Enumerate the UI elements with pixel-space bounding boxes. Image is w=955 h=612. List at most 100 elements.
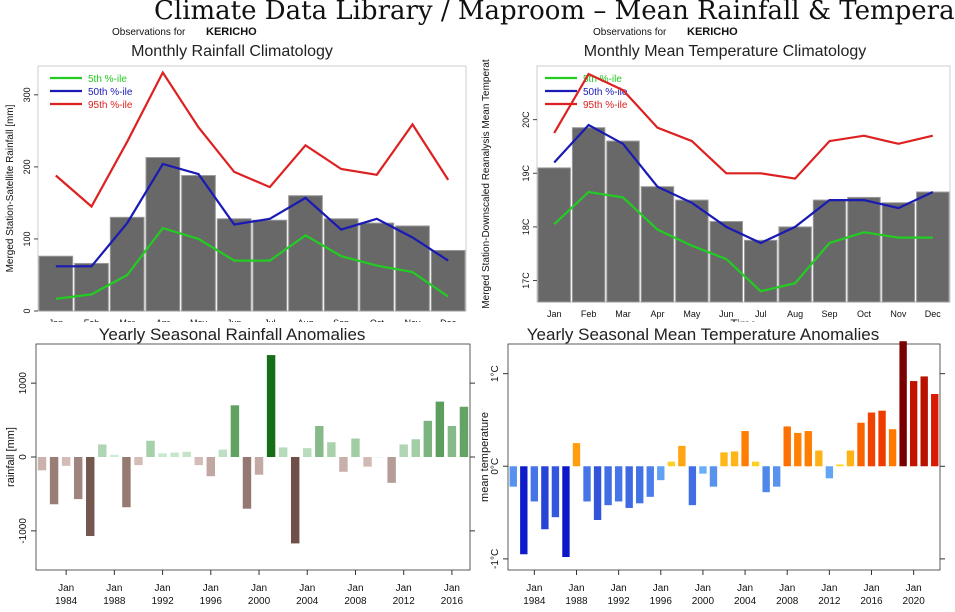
anomaly-bar	[411, 439, 420, 457]
x-tick-label: Jun	[227, 318, 242, 322]
climatology-bar	[709, 221, 743, 303]
anomaly-bar	[593, 466, 602, 520]
x-tick-label: Jan	[251, 583, 267, 594]
anomaly-bar	[741, 431, 749, 467]
anomaly-bar	[520, 466, 528, 555]
x-tick-label: Jan	[611, 583, 627, 594]
anomaly-bar	[73, 457, 83, 500]
anomaly-bar	[37, 457, 47, 471]
climatology-bar	[916, 191, 950, 303]
x-tick-label: Jul	[264, 318, 276, 322]
x-tick-label: Jan	[203, 583, 219, 594]
legend-label: 50th %-ile	[88, 87, 133, 98]
x-tick-label: Jan	[49, 318, 64, 322]
y-tick-label: 18C	[521, 218, 531, 235]
anomaly-bar	[182, 451, 191, 457]
climatology-bar	[288, 195, 323, 312]
anomaly-bar	[583, 466, 591, 502]
anomaly-bar	[878, 410, 886, 467]
anomaly-bar	[86, 457, 95, 537]
x-tick-label: Apr	[156, 318, 170, 322]
series-line-95th	[553, 72, 934, 180]
anomaly-bar	[572, 443, 581, 467]
temperature-anomalies-panel: Yearly Seasonal Mean Temperature Anomali…	[478, 322, 955, 612]
x-tick-label: Aug	[297, 318, 313, 322]
x-tick-label: Jan	[444, 583, 460, 594]
x-tick-label: 2012	[818, 596, 841, 607]
x-tick-label: Jan	[396, 583, 412, 594]
x-tick-label: Dec	[925, 309, 942, 319]
anomaly-bar	[836, 464, 844, 467]
x-tick-label: 2012	[393, 596, 416, 607]
anomaly-bar	[158, 453, 167, 457]
climatology-bar	[252, 219, 288, 312]
x-tick-label: Jan	[547, 309, 562, 319]
anomaly-bar	[888, 429, 897, 467]
x-tick-label: 1988	[103, 596, 126, 607]
x-tick-label: 1992	[151, 596, 174, 607]
climatology-bar	[181, 175, 216, 312]
legend-label: 95th %-ile	[583, 100, 628, 111]
x-tick-label: Dec	[440, 318, 457, 322]
x-tick-label: Aug	[787, 309, 803, 319]
anomaly-bar	[170, 452, 179, 457]
x-tick-label: Jan	[779, 583, 795, 594]
y-tick-label: 0°C	[490, 458, 501, 475]
legend-label: 5th %-ile	[88, 74, 127, 85]
x-tick-label: 1984	[523, 596, 546, 607]
x-tick-label: Mar	[615, 309, 631, 319]
climatology-bar	[430, 249, 466, 312]
y-axis-label: rainfall [mm]	[5, 427, 17, 487]
chart-title: Monthly Mean Temperature Climatology	[584, 43, 867, 60]
anomaly-bar	[315, 425, 324, 457]
x-axis-label: Time	[730, 317, 757, 322]
rainfall-anomalies-panel: Yearly Seasonal Rainfall Anomalies -1000 0…	[0, 322, 478, 612]
plot-area	[37, 65, 467, 312]
x-tick-label: Feb	[84, 318, 100, 322]
y-axis-label: mean temperature	[479, 412, 491, 502]
chart-title: Yearly Seasonal Mean Temperature Anomali…	[527, 325, 880, 344]
anomaly-bar	[61, 457, 71, 466]
x-tick-label: Sep	[333, 318, 349, 322]
anomaly-bar	[303, 448, 312, 457]
anomaly-bar	[266, 355, 276, 457]
x-tick-label: Jan	[106, 583, 122, 594]
anomaly-bar	[146, 440, 155, 457]
x-tick-label: 2016	[860, 596, 883, 607]
station-name: KERICHO	[687, 26, 738, 38]
anomaly-bar	[530, 466, 539, 502]
climatology-bar	[216, 218, 252, 312]
x-tick-label: Sep	[822, 309, 838, 319]
x-tick-label: Jan	[906, 583, 922, 594]
x-tick-label: May	[190, 318, 208, 322]
anomaly-bar	[614, 466, 623, 502]
plot-area	[536, 65, 951, 303]
x-tick-label: Apr	[650, 309, 664, 319]
legend-label: 95th %-ile	[88, 100, 133, 111]
y-tick-label: 300	[22, 87, 32, 102]
x-tick-label: Jan	[695, 583, 711, 594]
x-tick-label: Jan	[568, 583, 584, 594]
x-tick-label: 2000	[692, 596, 715, 607]
anomaly-bar	[551, 466, 560, 518]
rainfall-anomalies-chart: Yearly Seasonal Rainfall Anomalies -1000 0…	[5, 325, 475, 607]
climatology-bar	[812, 199, 847, 303]
anomaly-bar	[909, 381, 918, 467]
page-title: Climate Data Library / Maproom – Mean Ra…	[154, 0, 955, 26]
anomaly-bar	[423, 420, 433, 457]
y-tick-label: 1°C	[490, 365, 501, 382]
observations-label: Observations for	[593, 27, 667, 38]
x-tick-label: 2008	[776, 596, 799, 607]
anomaly-bar	[110, 454, 119, 457]
x-tick-label: Jan	[653, 583, 669, 594]
climatology-bar	[847, 196, 881, 303]
anomaly-bar	[857, 422, 865, 467]
y-axis-label: Merged Station-Satellite Rainfall [mm]	[5, 104, 16, 272]
y-tick-label: 20C	[521, 111, 531, 128]
anomaly-bar	[688, 466, 697, 506]
x-tick-label: 2004	[734, 596, 757, 607]
x-tick-label: Nov	[404, 318, 421, 322]
climatology-bar	[109, 216, 145, 312]
anomaly-bar	[636, 466, 644, 504]
anomaly-bar	[49, 457, 59, 505]
